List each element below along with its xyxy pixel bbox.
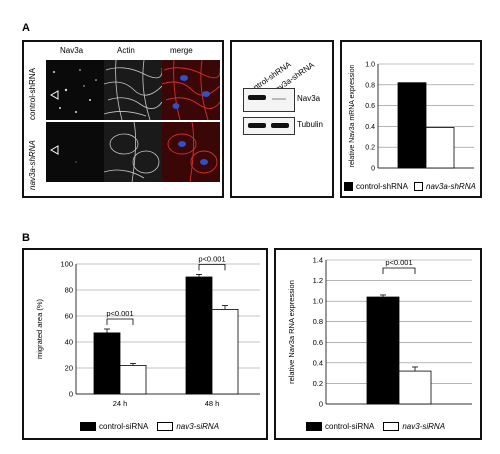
bar — [398, 370, 432, 405]
y-tick-label: 60 — [65, 312, 73, 321]
chart-b-svg: 0 20 40 60 80 100 migrated area (%) 24 h 48 h p<0… — [35, 254, 260, 408]
y-tick-label: 1.0 — [365, 62, 375, 69]
chart-b-panel — [22, 248, 268, 440]
chart-c-panel — [274, 248, 482, 440]
legend-label-knockdown: nav3a-shRNA — [426, 182, 476, 191]
legend-label-nav3-b: nav3-siRNA — [176, 422, 220, 431]
western-blot-panel — [230, 40, 334, 198]
y-tick-label: 1.4 — [313, 256, 323, 265]
bar — [425, 127, 455, 169]
bar — [119, 365, 147, 395]
legend-a: control-shRNA nav3a-shRNA — [344, 182, 476, 191]
p-value-label: p<0.001 — [106, 309, 133, 318]
y-axis-label: relative Nav3a RNA expression — [287, 280, 296, 384]
legend-label-control: control-shRNA — [356, 182, 409, 191]
panel-b-letter: B — [22, 232, 30, 244]
significance-bracket — [198, 264, 226, 271]
y-tick-label: 0.4 — [365, 124, 375, 131]
y-tick-label: 0.6 — [365, 103, 375, 110]
y-tick-label: 0.4 — [313, 358, 323, 367]
y-axis-label: relative Nav3a mRNA expression — [349, 65, 356, 168]
legend-b-right: control-siRNA nav3-siRNA — [306, 422, 445, 431]
y-tick-label: 0.2 — [313, 379, 323, 388]
y-axis-label: migrated area (%) — [35, 298, 44, 359]
x-tick-label: 48 h — [205, 399, 220, 408]
legend-swatch-nav3-b — [157, 422, 174, 431]
y-tick-label: 80 — [65, 286, 73, 295]
legend-label-control-b: control-siRNA — [99, 422, 149, 431]
y-tick-label: 40 — [65, 338, 73, 347]
bar — [93, 332, 121, 395]
band-label-tubulin: Tubulin — [297, 120, 323, 129]
micro-header-actin: Actin — [117, 46, 135, 55]
p-value-label: p<0.001 — [198, 254, 225, 263]
y-tick-label: 0.8 — [313, 317, 323, 326]
y-tick-label: 0.6 — [313, 338, 323, 347]
panel-a-letter: A — [22, 22, 30, 34]
y-tick-label: 0 — [69, 390, 73, 399]
legend-swatch-knockdown — [414, 182, 424, 191]
chart-c-svg: 0 0.2 0.4 0.6 0.8 1.0 1.2 1.4 relative Nav3a RNA… — [287, 256, 472, 409]
x-tick-label: 24 h — [113, 399, 128, 408]
y-tick-label: 1.2 — [313, 276, 323, 285]
microscopy-panel — [22, 40, 224, 198]
bar — [211, 309, 239, 395]
micro-header-nav3a: Nav3a — [60, 46, 84, 55]
micro-actin-knockdown — [104, 122, 162, 182]
y-tick-label: 1.0 — [313, 297, 323, 306]
y-tick-label: 20 — [65, 364, 73, 373]
legend-label-nav3-c: nav3-siRNA — [402, 422, 446, 431]
blot-tubulin — [243, 117, 295, 135]
y-tick-label: 100 — [60, 260, 73, 269]
row-label-control: control-shRNA — [28, 67, 37, 120]
bar — [185, 276, 213, 395]
row-label-nav3a: nav3a-shRNA — [28, 140, 37, 190]
legend-b-left: control-siRNA nav3-siRNA — [80, 422, 219, 431]
y-tick-label: 0 — [371, 166, 375, 173]
micro-header-merge: merge — [170, 46, 193, 55]
bar — [397, 82, 427, 169]
legend-swatch-nav3-c — [383, 422, 400, 431]
bar — [366, 296, 400, 405]
y-tick-label: 0.2 — [365, 145, 375, 152]
y-tick-label: 0 — [319, 400, 323, 409]
legend-swatch-control-c — [306, 422, 322, 431]
micro-actin-control — [104, 60, 162, 120]
chart-a-panel — [340, 40, 482, 198]
micro-nav3a-control — [46, 60, 104, 120]
blot-nav3a — [243, 88, 295, 112]
p-value-label: p<0.001 — [385, 258, 412, 267]
band-label-nav3a: Nav3a — [297, 94, 321, 103]
significance-bracket — [382, 267, 416, 274]
micro-merge-control — [162, 60, 220, 120]
micro-nav3a-knockdown — [46, 122, 104, 182]
significance-bracket — [106, 318, 134, 325]
legend-swatch-control-b — [80, 422, 96, 431]
legend-label-control-c: control-siRNA — [325, 422, 375, 431]
legend-swatch-control — [344, 182, 353, 191]
chart-a-svg: 0 0.2 0.4 0.6 0.8 1.0 relative Nav3a mRNA expr… — [349, 62, 474, 173]
micro-merge-knockdown — [162, 122, 220, 182]
y-tick-label: 0.8 — [365, 82, 375, 89]
